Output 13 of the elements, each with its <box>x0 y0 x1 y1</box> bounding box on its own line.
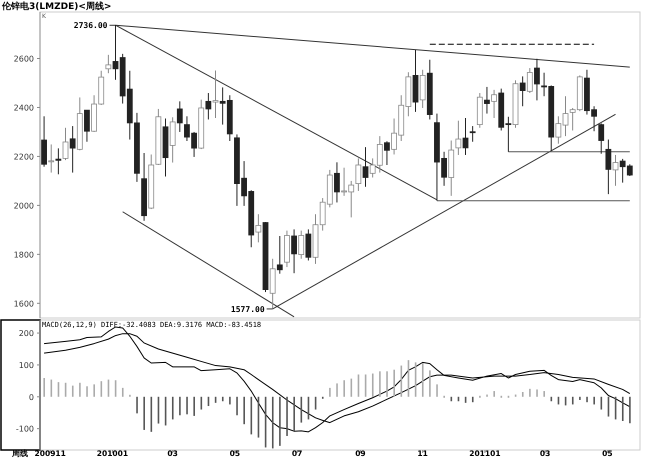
chart-title: 伦锌电3(LMZDE)<周线> <box>1 1 112 12</box>
y-tick-label: 1800 <box>14 250 34 260</box>
y-tick-label: 2000 <box>14 201 34 210</box>
y-tick-label: 200 <box>18 329 34 338</box>
y-tick-label: 2200 <box>14 152 34 162</box>
y-tick-label: 1600 <box>14 299 34 308</box>
y-tick-label: 2400 <box>14 103 34 112</box>
annotation: 1577.00 <box>230 304 265 314</box>
y-tick-label: 100 <box>18 360 34 370</box>
annotation: 2736.00 <box>74 21 108 30</box>
y-tick-label: 2600 <box>14 54 34 64</box>
y-tick-label: -100 <box>16 424 34 434</box>
y-tick-label: 0 <box>28 392 34 402</box>
